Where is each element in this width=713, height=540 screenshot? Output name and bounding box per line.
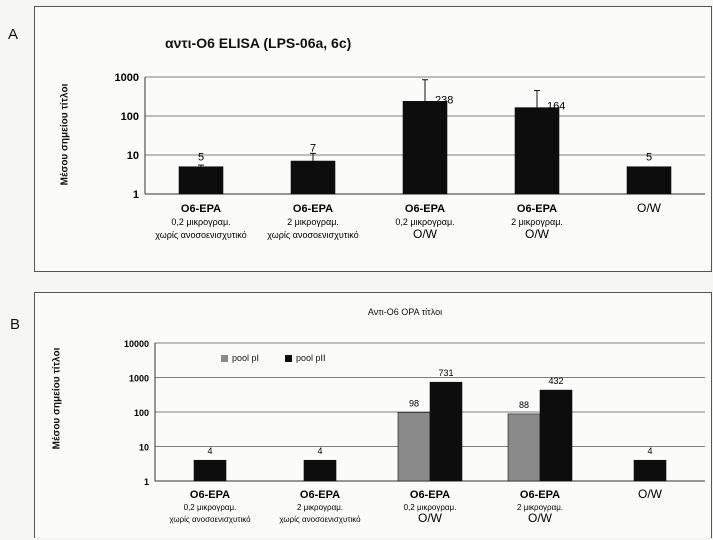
chart-a-category-label: O6-EPA (293, 203, 333, 215)
chart-panel-b: Αντι-O6 OPA τίτλοι Μέσου σημείου τίτλοι … (34, 292, 712, 538)
chart-b-bar (397, 412, 431, 482)
chart-a-title: αντι-O6 ELISA (LPS-06a, 6c) (165, 35, 352, 51)
panel-a-letter: A (8, 26, 19, 43)
chart-a-category-label: O/W (413, 227, 438, 241)
chart-b-category-label: 2 μικρογραμ. (517, 503, 563, 512)
chart-b-ytick-label: 100 (134, 408, 149, 418)
chart-b-value-label: 432 (548, 376, 563, 386)
chart-a-value-label: 238 (435, 94, 453, 106)
chart-b-value-label: 98 (409, 398, 419, 408)
chart-a-ytick-label: 1 (133, 189, 139, 201)
chart-b-category-label: χωρίς ανοσοενισχυτικό (279, 515, 361, 524)
chart-b-bar (539, 389, 573, 482)
chart-b-value-label: 4 (647, 446, 652, 456)
chart-b-bar (633, 459, 667, 482)
chart-a-category-label: O6-EPA (181, 203, 221, 215)
chart-a-ytick-label: 1000 (115, 72, 139, 84)
chart-b-category-label: O/W (638, 487, 663, 501)
chart-b-value-label: 4 (207, 446, 212, 456)
chart-b-ytick-label: 1000 (129, 374, 149, 384)
chart-b-bar (303, 459, 337, 482)
chart-a-bar (514, 107, 560, 195)
chart-a-ytick-label: 10 (127, 150, 139, 162)
chart-b-value-label: 88 (519, 400, 529, 410)
chart-a-category-label: O6-EPA (405, 203, 445, 215)
chart-a-category-label: O/W (637, 201, 662, 215)
chart-b-category-label: χωρίς ανοσοενισχυτικό (169, 515, 251, 524)
chart-b-bar (507, 413, 541, 482)
chart-b-ytick-label: 1 (144, 477, 149, 487)
chart-b-legend-pI: pool pI (221, 353, 259, 363)
chart-b-title: Αντι-O6 OPA τίτλοι (367, 307, 443, 317)
chart-b-category-label: O/W (418, 511, 443, 525)
legend-label-pII: pool pII (296, 353, 326, 363)
chart-a-value-label: 164 (547, 101, 565, 113)
chart-b-value-label: 4 (317, 446, 322, 456)
chart-a-value-label: 7 (310, 142, 316, 154)
chart-b-ytick-label: 10000 (124, 339, 149, 349)
chart-a-value-label: 5 (198, 152, 204, 164)
chart-b-category-label: 2 μικρογραμ. (297, 503, 343, 512)
chart-b-category-label: 0,2 μικρογραμ. (404, 503, 457, 512)
chart-a-ytick-label: 100 (121, 111, 139, 123)
chart-b-category-label: 0,2 μικρογραμ. (184, 503, 237, 512)
chart-a-bar (290, 160, 336, 195)
chart-b-category-label: O6-EPA (410, 489, 450, 501)
chart-a-category-label: 2 μικρογραμ. (511, 217, 563, 227)
chart-b-value-label: 731 (438, 368, 453, 378)
chart-b-bar (193, 459, 227, 482)
chart-a-category-label: χωρίς ανοσοενισχυτικό (155, 230, 246, 240)
chart-b-bar (429, 381, 463, 482)
chart-a-bar (402, 101, 448, 195)
chart-a-svg: 1 10 100 1000 5 O6-EPA 0,2 μικρογραμ. χωρίς ανο… (115, 72, 705, 241)
chart-b-category-label: O6-EPA (520, 489, 560, 501)
legend-label-pI: pool pI (232, 353, 260, 363)
chart-b-category-label: O/W (528, 511, 553, 525)
chart-a-category-label: 2 μικρογραμ. (287, 217, 339, 227)
chart-a-value-label: 5 (646, 152, 652, 164)
chart-a-bar (178, 166, 224, 195)
chart-a-category-label: 0,2 μικρογραμ. (395, 217, 454, 227)
chart-a-category-label: O6-EPA (517, 203, 557, 215)
chart-b-svg: 1 10 100 1000 10000 4 O6-EPA 0,2 μικρογραμ. χωρί… (124, 339, 705, 525)
chart-b-category-label: O6-EPA (300, 489, 340, 501)
chart-a-category-label: χωρίς ανοσοενισχυτικό (267, 230, 358, 240)
chart-b-legend-pII: pool pII (285, 353, 326, 363)
chart-a-bar (626, 166, 672, 195)
chart-panel-a: αντι-O6 ELISA (LPS-06a, 6c) Μέσου σημείο… (34, 6, 712, 272)
chart-b-ytick-label: 10 (139, 443, 149, 453)
legend-swatch-pI (221, 354, 228, 362)
chart-a-category-label: 0,2 μικρογραμ. (171, 217, 230, 227)
chart-b-category-label: O6-EPA (190, 489, 230, 501)
legend-swatch-pII (285, 354, 292, 362)
panel-b-letter: B (10, 316, 21, 333)
chart-a-category-label: O/W (525, 227, 550, 241)
